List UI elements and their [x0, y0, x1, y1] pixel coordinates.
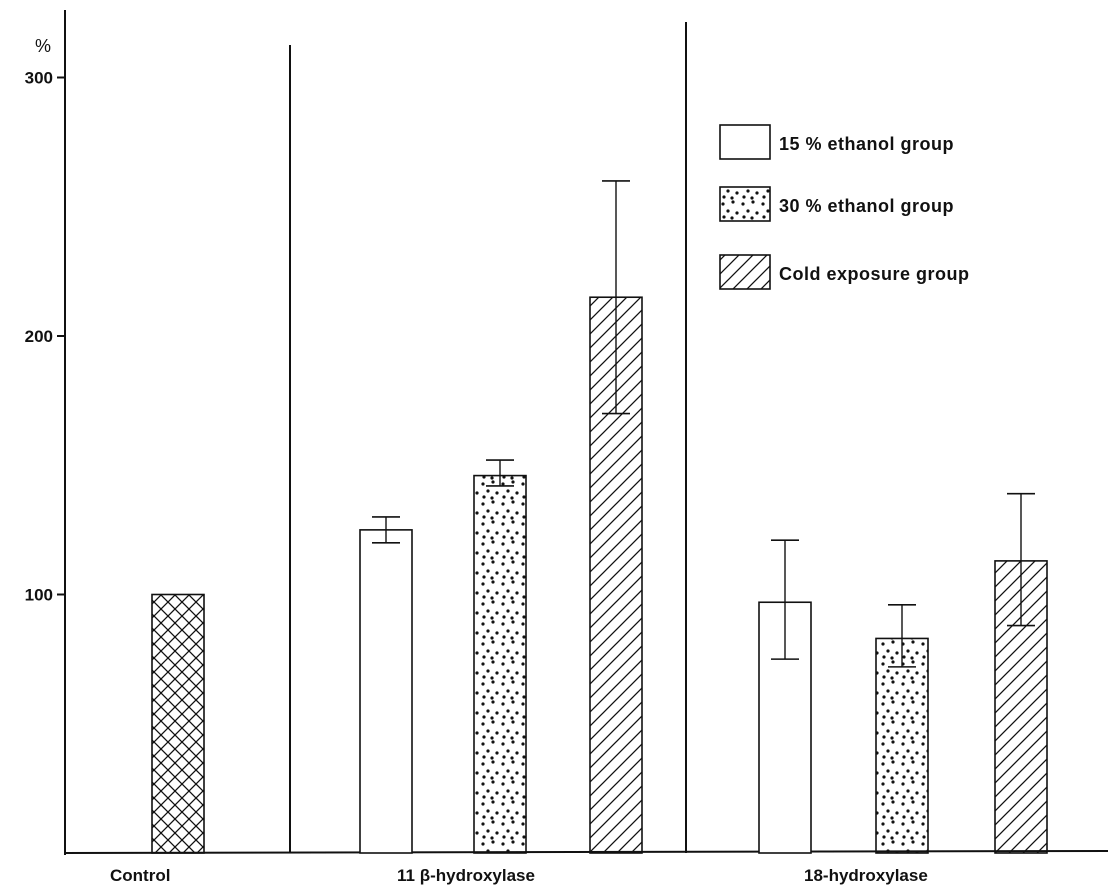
y-ticks: 100 200 300	[25, 69, 65, 605]
y-tick-label: 300	[25, 69, 53, 88]
legend: 15 % ethanol group 30 % ethanol group Co…	[719, 124, 970, 290]
bars	[151, 296, 1048, 854]
bar-11-hydroxylase-15-ethanol-group	[359, 529, 413, 854]
error-bars	[372, 180, 1035, 668]
legend-label-15-ethanol: 15 % ethanol group	[779, 134, 954, 154]
group-label-11b-hydroxylase: 11 β-hydroxylase	[397, 866, 535, 885]
legend-swatch-30-ethanol	[719, 186, 771, 222]
group-label-18-hydroxylase: 18-hydroxylase	[804, 866, 928, 885]
group-label-control: Control	[110, 866, 170, 885]
x-axis	[64, 850, 1109, 854]
bar-control-control	[151, 593, 205, 854]
legend-swatch-15-ethanol	[719, 124, 771, 160]
y-tick-label: 100	[25, 586, 53, 605]
legend-label-cold-exposure: Cold exposure group	[779, 264, 970, 284]
legend-swatch-cold-exposure	[719, 254, 771, 290]
bar-18-hydroxylase-30-ethanol-group	[875, 637, 929, 854]
bar-11-hydroxylase-30-ethanol-group	[473, 474, 527, 854]
y-tick-label: 200	[25, 327, 53, 346]
legend-label-30-ethanol: 30 % ethanol group	[779, 196, 954, 216]
y-axis-unit-label: %	[35, 36, 51, 56]
